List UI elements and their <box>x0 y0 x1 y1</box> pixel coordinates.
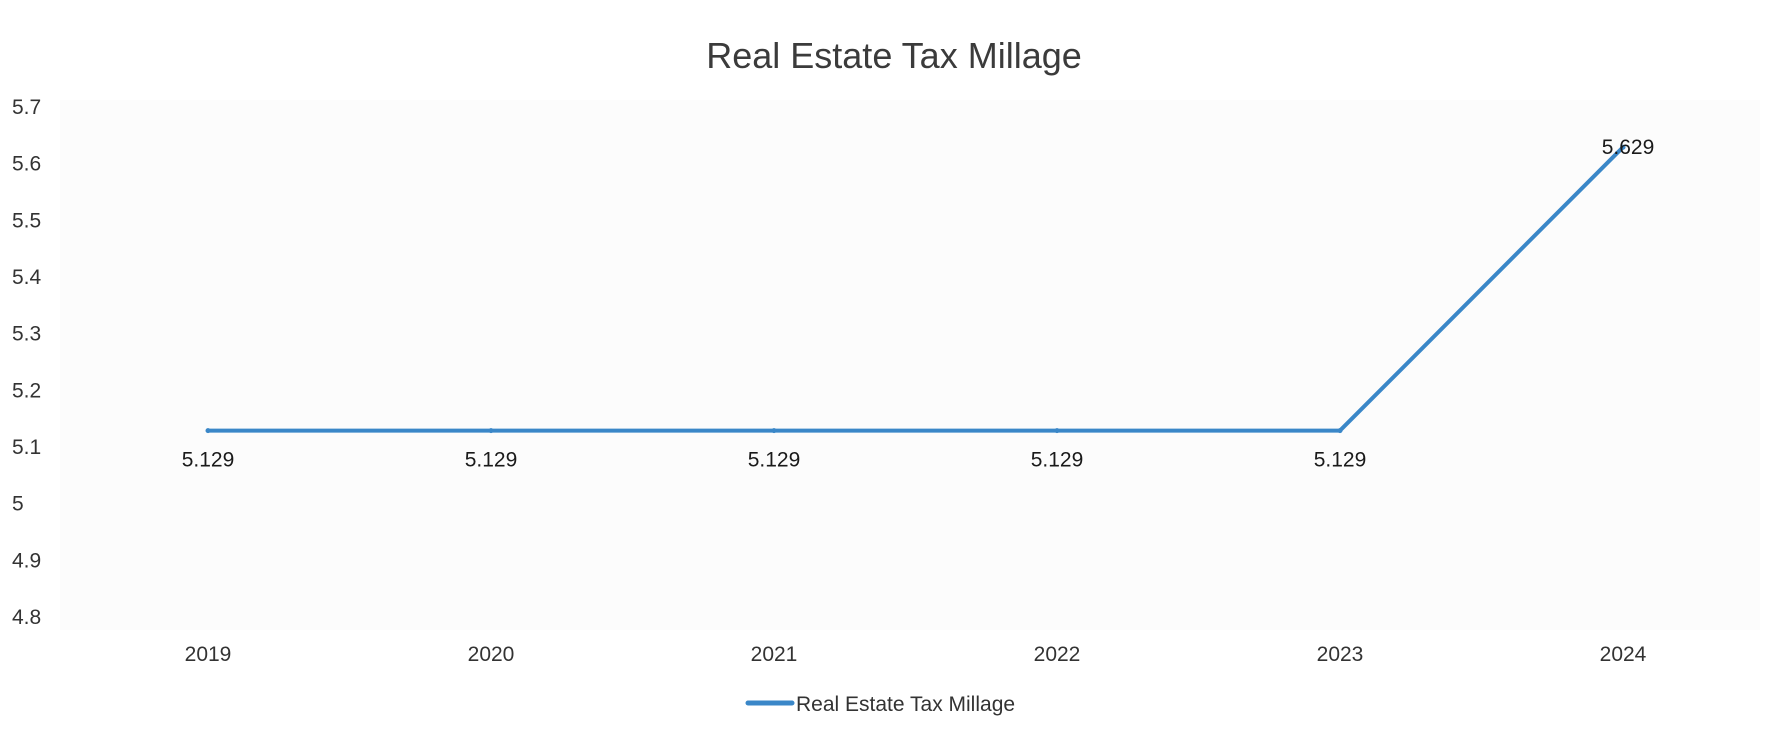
y-tick-label: 5.7 <box>12 96 41 119</box>
plot-area <box>60 100 1760 630</box>
y-tick-label: 5.6 <box>12 153 41 176</box>
data-point <box>205 428 211 434</box>
data-label: 5.129 <box>182 449 235 472</box>
y-tick-label: 4.9 <box>12 549 41 572</box>
y-tick-label: 5.1 <box>12 436 41 459</box>
data-label: 5.129 <box>1314 449 1367 472</box>
data-label: 5.129 <box>748 449 801 472</box>
data-point <box>1337 428 1343 434</box>
data-point <box>771 428 777 434</box>
series-layer <box>205 144 1626 434</box>
legend: Real Estate Tax Millage <box>745 693 1015 716</box>
y-tick-label: 4.8 <box>12 606 41 629</box>
series-line <box>206 145 1625 433</box>
data-point <box>1620 144 1626 150</box>
legend-label: Real Estate Tax Millage <box>796 693 1015 716</box>
y-tick-label: 5.4 <box>12 266 42 289</box>
x-tick-label: 2024 <box>1600 643 1647 666</box>
x-tick-label: 2019 <box>185 643 232 666</box>
x-axis-ticks: 2019 2020 2021 2022 2023 2024 <box>185 643 1647 666</box>
data-point <box>1054 428 1060 434</box>
data-labels: 5.129 5.129 5.129 5.129 5.129 5.629 <box>182 136 1655 471</box>
chart-title: Real Estate Tax Millage <box>706 35 1082 76</box>
y-tick-label: 5 <box>12 493 24 516</box>
data-point <box>488 428 494 434</box>
y-tick-label: 5.5 <box>12 209 41 232</box>
y-axis-ticks: 4.8 4.9 5 5.1 5.2 5.3 5.4 5.5 5.6 5.7 <box>12 96 42 629</box>
x-tick-label: 2023 <box>1317 643 1364 666</box>
y-tick-label: 5.3 <box>12 323 41 346</box>
data-label: 5.129 <box>465 449 518 472</box>
y-tick-label: 5.2 <box>12 379 41 402</box>
x-tick-label: 2021 <box>751 643 798 666</box>
x-tick-label: 2020 <box>468 643 515 666</box>
data-label: 5.129 <box>1031 449 1084 472</box>
x-tick-label: 2022 <box>1034 643 1081 666</box>
data-label: 5.629 <box>1602 136 1655 159</box>
